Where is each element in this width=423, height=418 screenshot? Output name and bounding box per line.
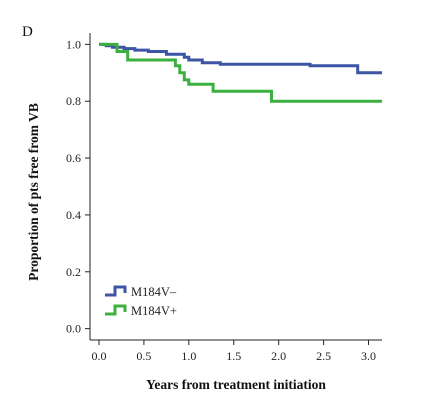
y-tick-label: 0.2 [66,265,81,279]
x-axis-label: Years from treatment initiation [146,377,326,392]
x-tick-label: 1.5 [226,349,241,363]
legend-swatch [105,285,127,297]
y-tick-label: 1.0 [66,37,81,51]
y-axis-label: Proportion of pts free from VB [26,103,41,281]
x-tick-label: 0.5 [136,349,151,363]
legend-swatch [105,304,127,316]
y-tick-label: 0.6 [66,151,81,165]
y-tick-label: 0.4 [66,208,81,222]
x-tick-label: 1.0 [181,349,196,363]
legend: M184V– M184V+ [105,285,177,318]
x-tick-label: 2.5 [316,349,331,363]
x-tick-label: 3.0 [361,349,376,363]
y-axis: 0.0 0.2 0.4 0.6 0.8 1.0 [66,33,91,340]
legend-label: M184V+ [131,304,177,318]
x-tick-label: 2.0 [271,349,286,363]
y-tick-label: 0.0 [66,322,81,336]
legend-label: M184V– [131,285,177,299]
panel-label: D [22,24,33,40]
x-axis: 0.0 0.5 1.0 1.5 2.0 2.5 3.0 [90,339,382,363]
series-layer [99,42,382,103]
x-tick-label: 0.0 [91,349,106,363]
series-line-m184v-pos [99,42,382,103]
y-tick-label: 0.8 [66,94,81,108]
